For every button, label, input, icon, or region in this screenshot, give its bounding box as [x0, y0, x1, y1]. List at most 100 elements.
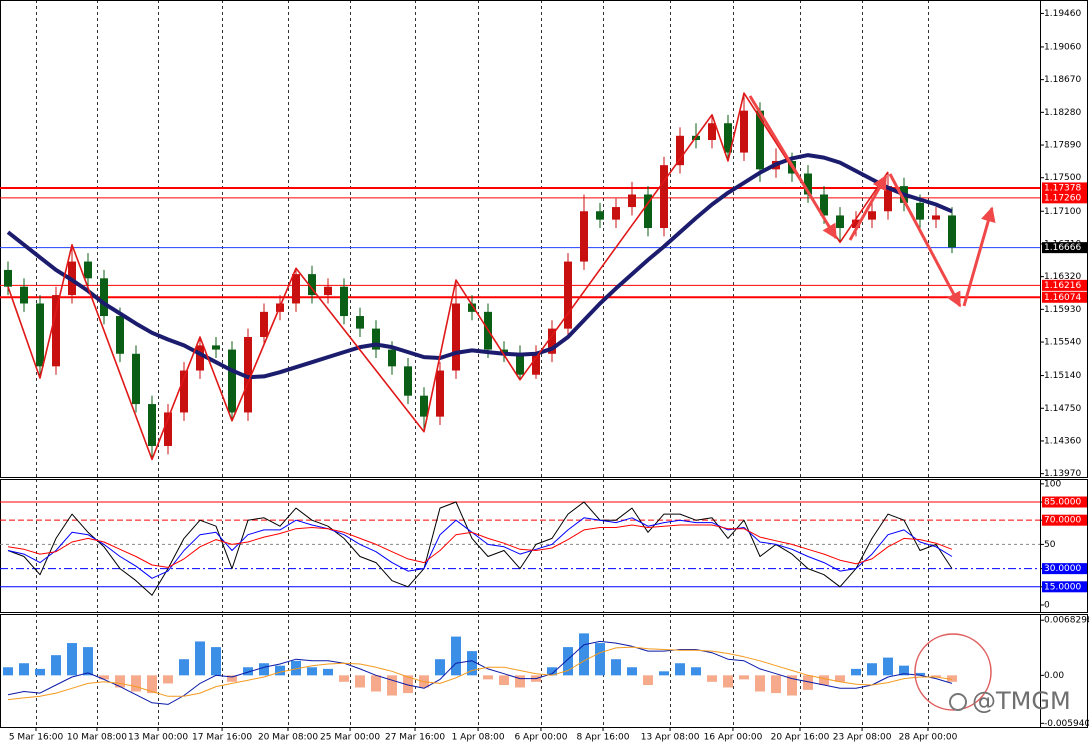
histogram-bar — [387, 675, 397, 696]
candle-body — [612, 207, 620, 220]
histogram-bar — [227, 675, 237, 682]
arrow — [962, 206, 996, 307]
histogram-bar — [675, 663, 685, 676]
histogram-bar — [947, 675, 957, 682]
y-tick-label: 1.18280 — [1044, 108, 1081, 118]
histogram-bar — [787, 675, 797, 696]
y-label-box — [1042, 581, 1087, 593]
series-line — [7, 524, 953, 568]
candle-body — [36, 303, 44, 367]
histogram-bar — [163, 675, 173, 684]
candle-body — [244, 337, 252, 413]
candle-body — [84, 261, 92, 279]
highlight-circle — [914, 633, 992, 711]
candle-body — [212, 345, 220, 350]
series-line — [7, 646, 953, 701]
drawn-arrows — [748, 95, 996, 308]
candle-body — [164, 412, 172, 446]
x-tick-label: 13 Mar 00:00 — [128, 733, 188, 743]
y-label-box — [1042, 514, 1087, 526]
histogram-bar — [435, 659, 445, 676]
candle-body — [292, 274, 300, 304]
x-tick-label: 13 Apr 08:00 — [641, 733, 700, 743]
price-label: 1.16074 — [1044, 293, 1081, 303]
candle-body — [516, 353, 524, 375]
histogram-bar — [899, 665, 909, 676]
price-label: 1.17378 — [1044, 183, 1081, 193]
y-tick-label: 100 — [1044, 479, 1061, 489]
histogram-bar — [835, 675, 845, 682]
candle-body — [596, 211, 604, 220]
candle-body — [676, 135, 684, 166]
series-line — [6, 153, 953, 380]
arrow — [848, 174, 888, 241]
y-tick-label: 1.16320 — [1044, 272, 1081, 282]
candle-body — [932, 215, 940, 220]
histogram-bar — [403, 675, 413, 694]
y-label-box — [1042, 563, 1087, 575]
price-label: 1.16216 — [1044, 281, 1081, 291]
histogram-bar — [883, 657, 893, 676]
candle-body — [916, 202, 924, 220]
candle-body — [628, 194, 636, 208]
y-tick-label: 1.19460 — [1044, 9, 1081, 19]
histogram-bar — [643, 675, 653, 686]
series-line — [7, 92, 889, 461]
histogram-bar — [707, 675, 717, 682]
y-tick-label: 30.0000 — [1044, 564, 1081, 574]
price-label-box — [1042, 182, 1087, 194]
series-line — [7, 517, 953, 579]
histogram-bar — [179, 659, 189, 676]
candle-body — [52, 295, 60, 367]
y-tick-label: 1.14360 — [1044, 436, 1081, 446]
y-tick-label: 85.0000 — [1044, 498, 1081, 508]
histogram-bar — [739, 675, 749, 680]
candle-body — [116, 316, 124, 354]
histogram-bar — [723, 675, 733, 688]
candle-body — [756, 110, 764, 170]
candle-body — [852, 219, 860, 229]
y-tick-label: 15.0000 — [1044, 582, 1081, 592]
candle-body — [548, 328, 556, 354]
candle-body — [820, 194, 828, 216]
y-tick-label: 0.0068298 — [1044, 616, 1089, 626]
histogram-bar — [307, 667, 317, 676]
y-tick-label: 1.17890 — [1044, 141, 1081, 151]
candle-body — [132, 353, 140, 405]
x-tick-label: 17 Mar 16:00 — [192, 733, 252, 743]
candle-body — [948, 215, 956, 248]
histogram-bar — [323, 668, 333, 676]
histogram-bar — [291, 660, 301, 676]
candle-body — [884, 186, 892, 212]
histogram-bar — [99, 675, 109, 680]
y-tick-label: 50 — [1044, 540, 1056, 550]
candle-body — [324, 286, 332, 296]
x-tick-label: 8 Apr 16:00 — [577, 733, 630, 743]
histogram-bar — [803, 675, 813, 690]
y-tick-label: 1.18670 — [1044, 75, 1081, 85]
candle-body — [404, 366, 412, 396]
candle-body — [660, 165, 668, 229]
x-tick-label: 5 Mar 16:00 — [9, 733, 64, 743]
histogram-bar — [83, 647, 93, 676]
candle-body — [148, 404, 156, 446]
y-label-box — [1042, 496, 1087, 508]
candle-body — [500, 349, 508, 354]
price-label-box — [1042, 279, 1087, 291]
candle-body — [868, 211, 876, 220]
candle-body — [804, 173, 812, 195]
candle-body — [724, 123, 732, 153]
histogram-bar — [627, 667, 637, 676]
histogram-bar — [851, 668, 861, 676]
y-tick-label: 70.0000 — [1044, 516, 1081, 526]
price-label: 1.16666 — [1044, 243, 1081, 253]
histogram-bar — [35, 668, 45, 676]
series-line — [7, 501, 953, 596]
x-tick-label: 25 Mar 00:00 — [320, 733, 380, 743]
x-tick-label: 16 Apr 00:00 — [704, 733, 763, 743]
y-tick-label: 1.15140 — [1044, 371, 1081, 381]
candle-body — [180, 370, 188, 413]
histogram-bar — [147, 675, 157, 694]
